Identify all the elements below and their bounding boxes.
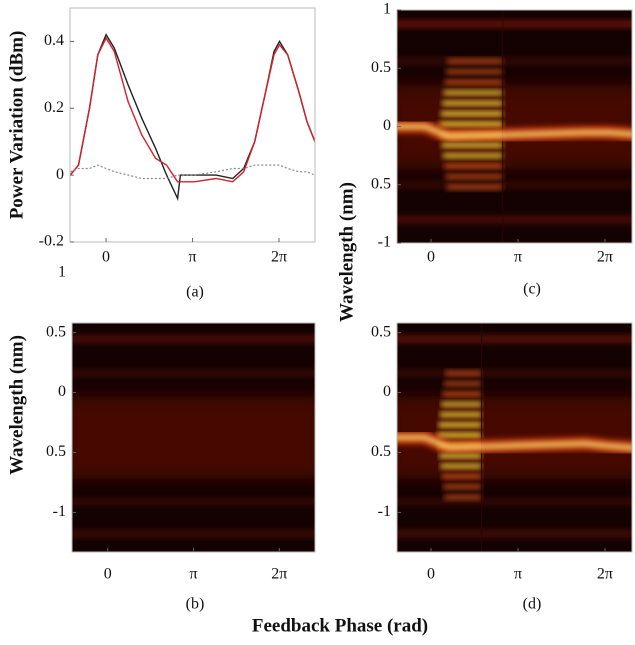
comb-line <box>444 494 482 500</box>
x-tick-label: π <box>514 249 522 266</box>
band <box>397 529 632 538</box>
panel: 0 π 2π 0.5 0 0.5 -1 (d) <box>371 322 633 613</box>
comb-line <box>439 453 482 459</box>
y-tick-label: 0 <box>58 383 66 400</box>
x-tick-label: π <box>514 566 522 583</box>
line <box>70 164 315 180</box>
y-tick-label: -1 <box>378 234 391 251</box>
band <box>397 19 632 28</box>
y-tick-label: 0.4 <box>44 32 64 49</box>
band <box>72 335 315 344</box>
comb-line <box>441 401 482 407</box>
x-tick-label: 2π <box>597 566 613 583</box>
y-axis-label: Power Variation (dBm) <box>6 31 27 220</box>
x-tick-label: 0 <box>427 566 435 583</box>
comb-line <box>442 153 503 159</box>
comb-line <box>437 432 482 438</box>
caption: (c) <box>523 281 541 298</box>
x-tick-label: 2π <box>597 249 613 266</box>
y-tick-label: 0.5 <box>46 323 66 340</box>
y-tick-label: 0.5 <box>371 175 391 192</box>
comb-line <box>444 79 503 85</box>
y-tick-label: 0.5 <box>371 443 391 460</box>
y-tick-label: 1 <box>383 1 391 18</box>
band <box>72 497 315 506</box>
plot-area <box>70 8 315 242</box>
comb-line <box>443 381 482 387</box>
x-tick-label: π <box>189 249 197 266</box>
y-tick-label: 1 <box>58 263 66 280</box>
comb-line <box>443 90 503 96</box>
comb-line <box>445 174 503 180</box>
comb-line <box>441 473 482 479</box>
comb-line <box>441 142 503 148</box>
x-tick-label: 0 <box>104 566 112 583</box>
comb-line <box>444 163 503 169</box>
y-tick-label: -1 <box>53 503 66 520</box>
plot-area <box>397 323 632 552</box>
y-tick-label: 0.2 <box>44 99 64 116</box>
y-tick-label: 0.5 <box>46 443 66 460</box>
comb-line <box>447 58 503 64</box>
band <box>397 215 632 224</box>
caption: (b) <box>186 596 205 613</box>
band <box>72 369 315 378</box>
comb-line <box>438 422 482 428</box>
comb-line <box>442 391 482 397</box>
x-tick-label: 2π <box>271 249 287 266</box>
y-tick-label: 0.5 <box>371 323 391 340</box>
comb-line <box>439 412 482 418</box>
band <box>72 529 315 538</box>
comb-line <box>440 463 482 469</box>
comb-line <box>444 370 482 376</box>
x-tick-label: 0 <box>102 249 110 266</box>
y-tick-label: 0 <box>383 383 391 400</box>
comb-line <box>445 69 503 75</box>
x-tick-label: 0 <box>427 249 435 266</box>
y-tick-label: 0 <box>383 117 391 134</box>
band <box>397 335 632 344</box>
line <box>70 36 315 183</box>
plot-frame <box>396 322 633 553</box>
y-axis-label: Wavelength (nm) <box>336 182 357 322</box>
comb-line <box>443 484 482 490</box>
y-axis-label: Wavelength (nm) <box>6 335 27 475</box>
x-tick-label: 2π <box>271 566 287 583</box>
band <box>397 497 632 506</box>
main-line <box>397 435 632 450</box>
band <box>397 57 632 66</box>
band <box>397 369 632 378</box>
caption: (d) <box>523 596 542 613</box>
main-line <box>397 124 632 139</box>
comb-line <box>439 121 503 127</box>
y-tick-label: 0 <box>56 166 64 183</box>
comb-line <box>440 111 503 117</box>
band <box>397 180 632 189</box>
panel: 0 π 2π 1 0.5 0 0.5 -1 (b) Wavelength (nm) <box>6 263 316 613</box>
comb-line <box>442 100 503 106</box>
x-axis-label: Feedback Phase (rad) <box>252 615 428 636</box>
panel: 0 π 2π 1 0.5 0 0.5 -1 (c) Wavelength (nm) <box>336 1 633 322</box>
y-tick-label: -1 <box>378 503 391 520</box>
y-tick-label: 0.5 <box>371 59 391 76</box>
comb-line <box>446 184 503 190</box>
caption: (a) <box>186 284 204 301</box>
plot-area <box>72 323 315 552</box>
panel: 0 π 2π -0.2 0 0.2 0.4 (a) Power Variation (dBm) <box>6 7 316 301</box>
plot-area <box>397 10 632 243</box>
y-tick-label: -0.2 <box>39 233 64 250</box>
x-tick-label: π <box>190 566 198 583</box>
